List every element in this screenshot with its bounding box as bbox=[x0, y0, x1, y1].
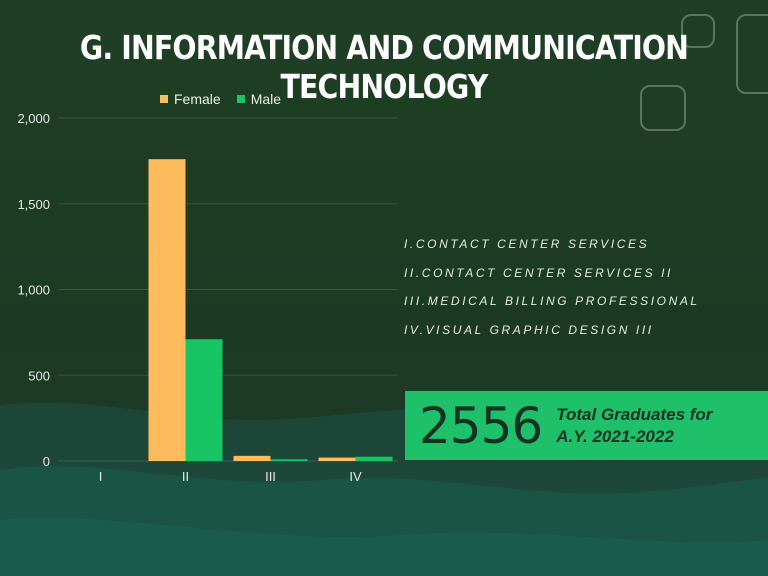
legend-swatch-female bbox=[160, 95, 168, 103]
decorative-square bbox=[681, 14, 715, 48]
bar-female bbox=[148, 159, 186, 461]
bar-male bbox=[270, 459, 308, 461]
bar-male bbox=[355, 456, 393, 461]
chart-legend: Female Male bbox=[160, 91, 281, 107]
program-item: IV.VISUAL GRAPHIC DESIGN III bbox=[404, 322, 654, 337]
y-tick-label: 2,000 bbox=[17, 111, 50, 126]
legend-label-male: Male bbox=[250, 91, 282, 107]
legend-label-female: Female bbox=[174, 91, 221, 107]
x-tick-label: IV bbox=[349, 469, 362, 484]
page-title: G. INFORMATION AND COMMUNICATION TECHNOL… bbox=[79, 28, 689, 106]
program-item: I.CONTACT CENTER SERVICES bbox=[404, 237, 650, 251]
y-tick-label: 1,000 bbox=[17, 283, 50, 298]
program-list: I.CONTACT CENTER SERVICES II.CONTACT CEN… bbox=[404, 237, 700, 351]
program-item: III.MEDICAL BILLING PROFESSIONAL bbox=[404, 294, 700, 308]
y-tick-label: 500 bbox=[28, 368, 50, 383]
total-graduates-box: 2556 Total Graduates for A.Y. 2021-2022 bbox=[405, 391, 768, 460]
y-tick-label: 0 bbox=[43, 454, 50, 469]
total-graduates-number: 2556 bbox=[419, 396, 543, 455]
x-tick-label: I bbox=[99, 469, 103, 484]
bar-female bbox=[233, 455, 271, 461]
x-tick-label: II bbox=[182, 469, 189, 484]
total-graduates-label: Total Graduates for A.Y. 2021-2022 bbox=[556, 404, 713, 446]
bar-female bbox=[318, 457, 356, 461]
legend-item-female: Female bbox=[160, 91, 221, 107]
decorative-square bbox=[640, 85, 686, 131]
y-tick-label: 1,500 bbox=[17, 197, 50, 212]
legend-swatch-male bbox=[236, 95, 245, 103]
program-item: II.CONTACT CENTER SERVICES II bbox=[404, 265, 673, 280]
bar-male bbox=[185, 339, 223, 461]
decorative-square bbox=[736, 14, 768, 94]
x-tick-label: III bbox=[265, 469, 276, 484]
legend-item-male: Male bbox=[236, 91, 282, 107]
